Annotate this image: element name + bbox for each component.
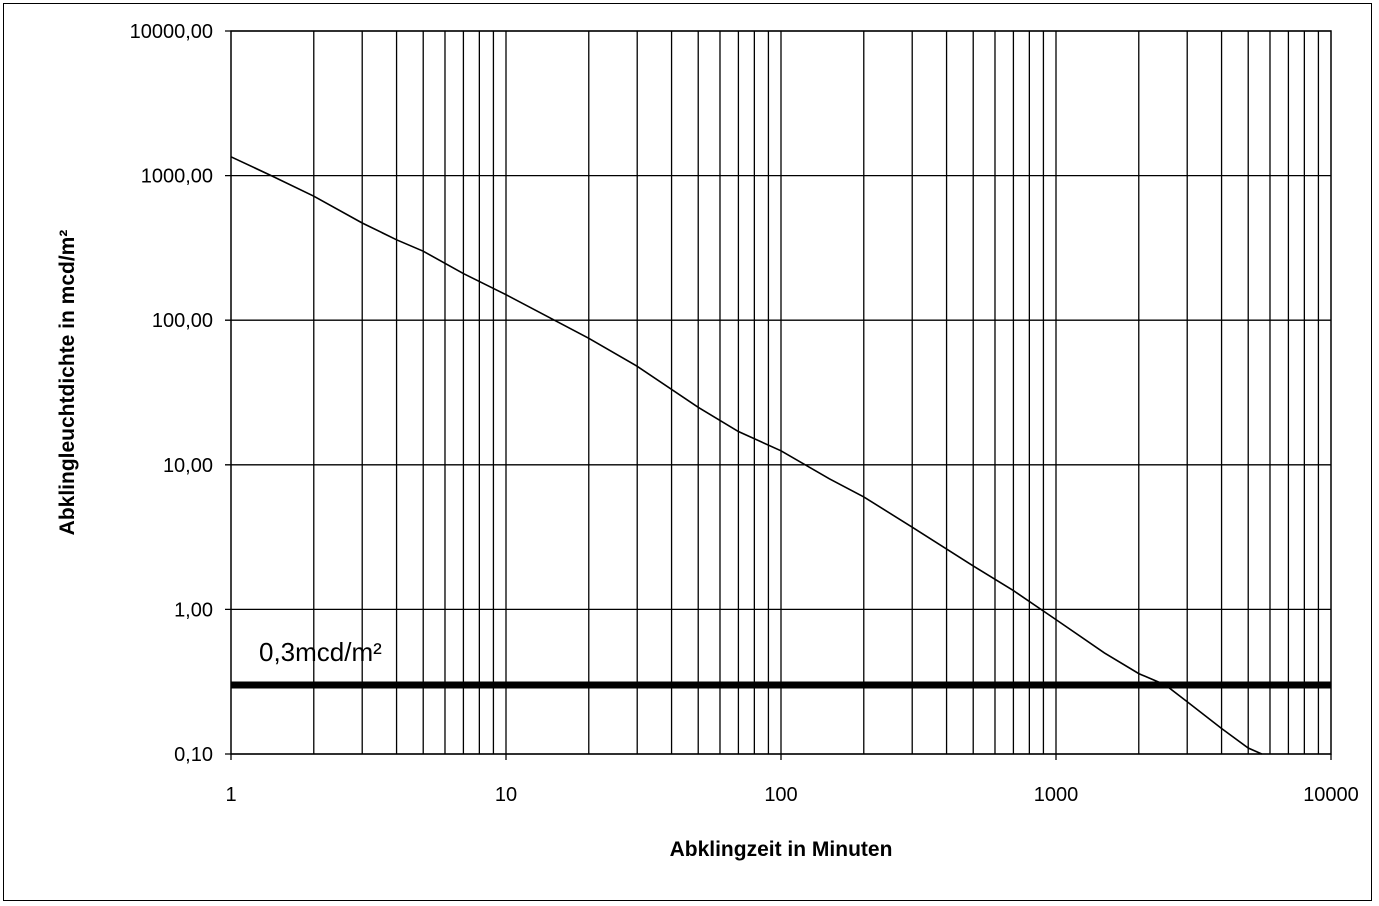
plot-border (230, 30, 1332, 755)
reference-line-label: 0,3mcd/m² (259, 637, 382, 667)
x-tick-label: 1000 (1034, 784, 1079, 806)
y-tick-label: 1,00 (174, 599, 213, 621)
y-tick-label: 10000,00 (130, 21, 213, 43)
x-tick-label: 100 (764, 784, 797, 806)
series-layer (230, 156, 1263, 755)
y-tick-label: 10,00 (163, 455, 213, 477)
y-axis-title: Abklingleuchtdichte in mcd/m² (56, 230, 79, 536)
y-tick-label: 1000,00 (141, 166, 213, 188)
decay-curve (230, 156, 1263, 755)
x-tick-label: 10 (495, 784, 517, 806)
y-tick-label: 0,10 (174, 744, 213, 766)
chart-frame (3, 3, 1372, 901)
tick-labels: 1 10 100 1000 10000 0,10 1,00 10,00 100,00 1000,0… (130, 21, 1359, 806)
x-tick-label: 10000 (1303, 784, 1359, 806)
grid-lines (225, 30, 1332, 760)
x-tick-label: 1 (225, 784, 236, 806)
x-axis-title: Abklingzeit in Minuten (670, 838, 893, 861)
y-tick-label: 100,00 (152, 310, 213, 332)
